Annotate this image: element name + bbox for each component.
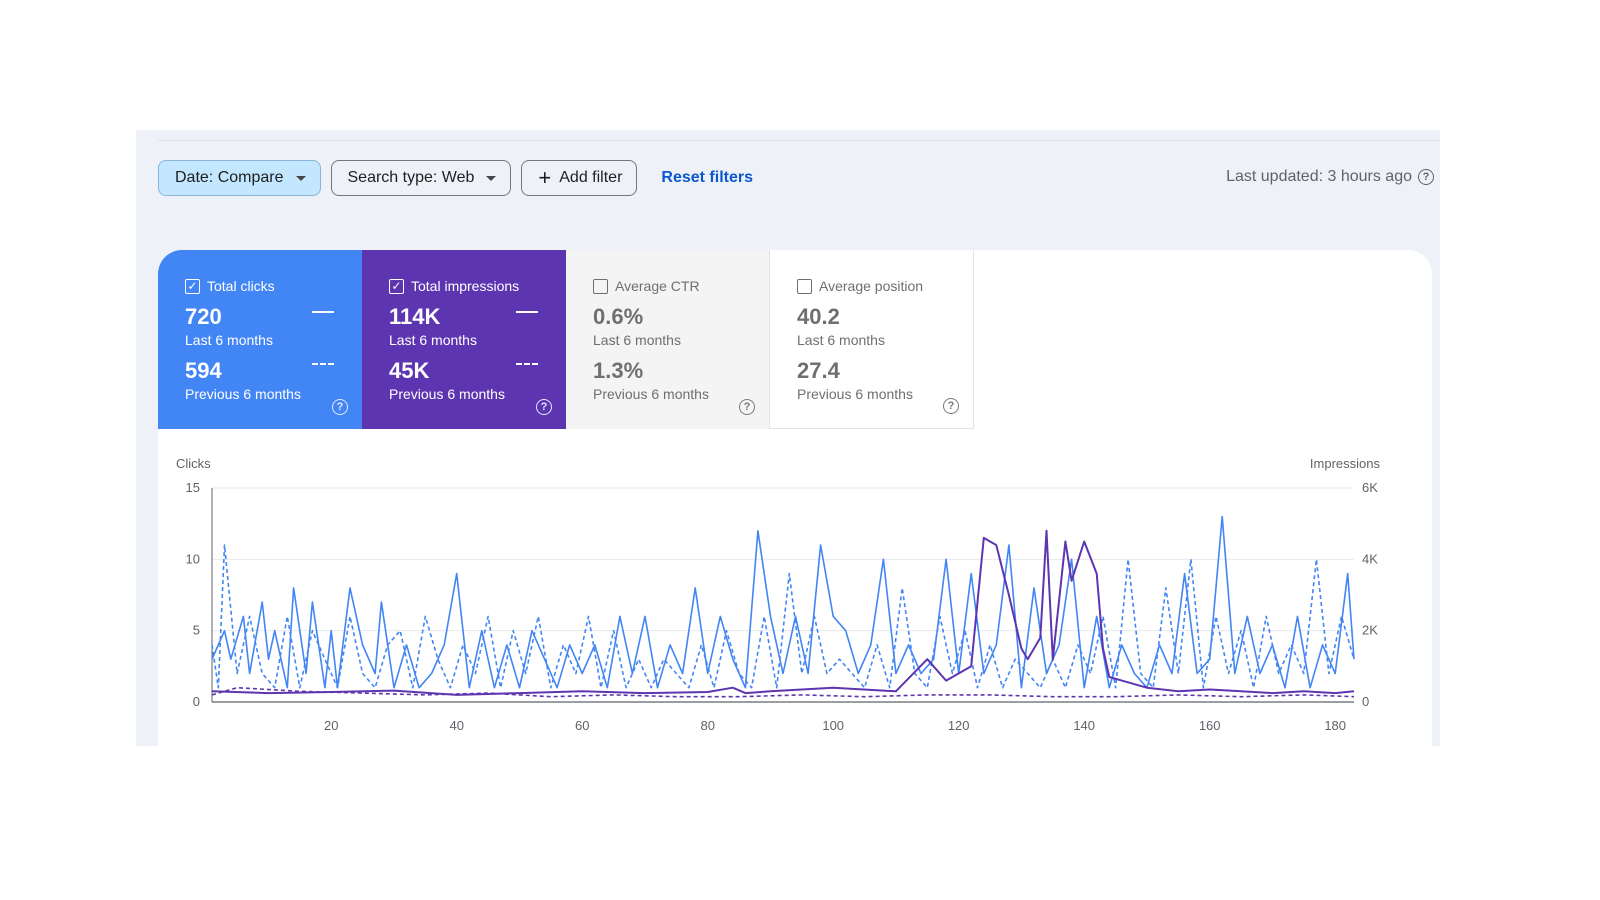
performance-panel: Date: Compare Search type: Web + Add fil… [136, 130, 1440, 746]
tile-title: Total clicks [207, 278, 275, 294]
caret-down-icon [486, 175, 497, 181]
y-left-tick-label: 0 [193, 694, 200, 709]
y-left-tick-label: 10 [186, 551, 200, 566]
dashed-line-legend-icon [516, 363, 538, 365]
series-line-right-dashed [211, 686, 1355, 698]
checkbox-checked-icon[interactable]: ✓ [389, 278, 404, 294]
x-tick-label: 180 [1324, 718, 1346, 733]
solid-line-legend-icon [516, 311, 538, 313]
tile-total-clicks[interactable]: ✓ Total clicks 720 Last 6 months 594 Pre… [158, 250, 362, 429]
filter-bar: Date: Compare Search type: Web + Add fil… [158, 160, 753, 196]
search-type-label: Search type: Web [347, 169, 475, 186]
x-tick-label: 160 [1199, 718, 1221, 733]
dashed-line-legend-icon [312, 363, 334, 365]
solid-line-legend-icon [312, 311, 334, 313]
y-axis-right-label: Impressions [1310, 456, 1381, 471]
caret-down-icon [295, 175, 306, 181]
x-tick-label: 20 [324, 718, 338, 733]
tile-title: Average position [819, 278, 924, 294]
performance-card: ✓ Total clicks 720 Last 6 months 594 Pre… [158, 250, 1432, 746]
last-updated-text: Last updated: 3 hours ago [1226, 168, 1412, 185]
tile-average-position[interactable]: Average position 40.2 Last 6 months 27.4… [770, 250, 974, 429]
x-tick-label: 40 [449, 718, 463, 733]
divider [158, 140, 1440, 141]
x-tick-label: 80 [700, 718, 714, 733]
tile-current-value: 114K [389, 304, 441, 329]
tile-average-ctr[interactable]: Average CTR 0.6% Last 6 months 1.3% Prev… [566, 250, 770, 429]
checkbox-unchecked-icon[interactable] [797, 278, 812, 294]
help-icon[interactable]: ? [536, 399, 552, 415]
series-line-left-solid [211, 515, 1355, 689]
tile-title: Average CTR [615, 278, 700, 294]
metric-tiles: ✓ Total clicks 720 Last 6 months 594 Pre… [158, 250, 974, 429]
tile-current-label: Last 6 months [797, 332, 885, 348]
tile-previous-label: Previous 6 months [593, 386, 709, 402]
tile-current-value: 720 [185, 304, 222, 329]
add-filter-button[interactable]: + Add filter [521, 160, 638, 196]
y-left-tick-label: 15 [186, 480, 200, 495]
help-icon[interactable]: ? [739, 399, 755, 415]
tile-previous-label: Previous 6 months [185, 386, 301, 402]
tile-current-label: Last 6 months [389, 332, 477, 348]
date-filter-chip[interactable]: Date: Compare [158, 160, 321, 196]
tile-previous-value: 1.3% [593, 358, 644, 383]
tile-previous-value: 45K [389, 358, 430, 383]
search-type-chip[interactable]: Search type: Web [330, 160, 512, 196]
y-right-tick-label: 6K [1362, 480, 1378, 495]
x-tick-label: 120 [948, 718, 970, 733]
tile-previous-label: Previous 6 months [797, 386, 913, 402]
y-axis-left-label: Clicks [176, 456, 211, 471]
series-line-right-solid [211, 529, 1355, 696]
add-filter-label: Add filter [559, 169, 623, 186]
y-right-tick-label: 0 [1362, 694, 1369, 709]
x-tick-label: 60 [575, 718, 589, 733]
performance-chart[interactable]: Clicks Impressions 0 5 10 15 0 2K 4K 6K 20 40 60 80… [158, 450, 1432, 746]
x-tick-label: 140 [1073, 718, 1095, 733]
chart-lines [211, 515, 1355, 698]
chart-ticks: 0 5 10 15 0 2K 4K 6K 20 40 60 80 100 120 140 160 180 [186, 480, 1379, 733]
tile-title: Total impressions [411, 278, 520, 294]
tile-current-label: Last 6 months [593, 332, 681, 348]
chart-grid [211, 487, 1354, 703]
tile-previous-label: Previous 6 months [389, 386, 505, 402]
checkbox-checked-icon[interactable]: ✓ [185, 278, 200, 294]
x-tick-label: 100 [822, 718, 844, 733]
plus-icon: + [538, 165, 552, 190]
y-right-tick-label: 4K [1362, 551, 1378, 566]
help-icon[interactable]: ? [332, 399, 348, 415]
y-right-tick-label: 2K [1362, 623, 1378, 638]
checkbox-unchecked-icon[interactable] [593, 278, 608, 294]
tile-current-value: 0.6% [593, 304, 644, 329]
help-icon[interactable]: ? [1418, 169, 1434, 185]
tile-previous-value: 27.4 [797, 358, 840, 383]
y-left-tick-label: 5 [193, 623, 200, 638]
help-icon[interactable]: ? [943, 398, 959, 414]
tile-current-label: Last 6 months [185, 332, 273, 348]
tile-previous-value: 594 [185, 358, 222, 383]
tile-current-value: 40.2 [797, 304, 840, 329]
reset-filters-link[interactable]: Reset filters [661, 169, 753, 186]
last-updated: Last updated: 3 hours ago ? [1226, 168, 1434, 186]
date-filter-label: Date: Compare [175, 169, 284, 186]
series-line-left-dashed [211, 544, 1355, 689]
tile-total-impressions[interactable]: ✓ Total impressions 114K Last 6 months 4… [362, 250, 566, 429]
